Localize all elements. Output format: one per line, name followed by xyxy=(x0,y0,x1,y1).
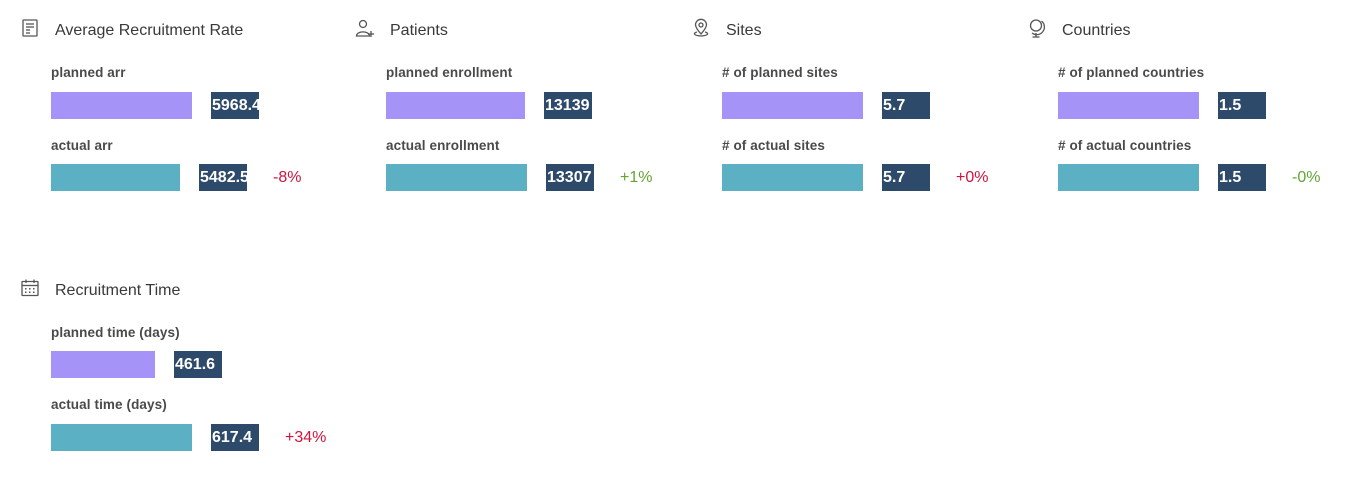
card-patients: Patients planned enrollment 13139 actual… xyxy=(355,15,685,225)
card-title: Patients xyxy=(390,22,448,39)
user-add-icon xyxy=(355,18,375,38)
card-title: Countries xyxy=(1062,22,1131,39)
actual-label: # of actual countries xyxy=(1058,138,1192,153)
planned-bar xyxy=(722,92,863,119)
actual-value: 5482.5 xyxy=(199,164,247,191)
planned-bar xyxy=(51,92,192,119)
location-pin-icon xyxy=(691,18,711,38)
planned-bar xyxy=(386,92,525,119)
card-title: Sites xyxy=(726,22,762,39)
globe-icon xyxy=(1027,18,1047,38)
actual-bar xyxy=(51,164,180,191)
card-sites: Sites # of planned sites 5.7 # of actual… xyxy=(691,15,1021,225)
planned-label: planned time (days) xyxy=(51,325,180,340)
actual-bar xyxy=(1058,164,1199,191)
actual-value: 617.4 xyxy=(211,424,259,451)
delta-percent: +1% xyxy=(620,169,653,186)
planned-label: # of planned countries xyxy=(1058,65,1205,80)
card-header: Countries xyxy=(1027,15,1357,49)
planned-bar xyxy=(51,351,155,378)
delta-percent: -0% xyxy=(1292,169,1321,186)
card-recruitment-time: Recruitment Time planned time (days) 461… xyxy=(20,275,350,485)
card-header: Patients xyxy=(355,15,685,49)
card-title: Average Recruitment Rate xyxy=(55,22,244,39)
card-average-recruitment-rate: Average Recruitment Rate planned arr 596… xyxy=(20,15,350,225)
actual-label: # of actual sites xyxy=(722,138,825,153)
card-header: Sites xyxy=(691,15,1021,49)
planned-label: planned enrollment xyxy=(386,65,513,80)
actual-bar xyxy=(386,164,527,191)
actual-value: 13307 xyxy=(546,164,594,191)
planned-label: planned arr xyxy=(51,65,126,80)
planned-value: 461.6 xyxy=(174,351,222,378)
card-title: Recruitment Time xyxy=(55,282,181,299)
planned-label: # of planned sites xyxy=(722,65,838,80)
planned-bar xyxy=(1058,92,1199,119)
delta-percent: -8% xyxy=(273,169,302,186)
delta-percent: +34% xyxy=(285,429,327,446)
delta-percent: +0% xyxy=(956,169,989,186)
card-countries: Countries # of planned countries 1.5 # o… xyxy=(1027,15,1357,225)
actual-label: actual time (days) xyxy=(51,397,167,412)
actual-label: actual arr xyxy=(51,138,113,153)
report-icon xyxy=(20,18,40,38)
actual-value: 5.7 xyxy=(882,164,930,191)
planned-value: 1.5 xyxy=(1218,92,1266,119)
actual-bar xyxy=(722,164,863,191)
actual-label: actual enrollment xyxy=(386,138,500,153)
actual-bar xyxy=(51,424,192,451)
actual-value: 1.5 xyxy=(1218,164,1266,191)
planned-value: 5.7 xyxy=(882,92,930,119)
planned-value: 5968.4 xyxy=(211,92,259,119)
calendar-icon xyxy=(20,278,40,298)
card-header: Average Recruitment Rate xyxy=(20,15,350,49)
planned-value: 13139 xyxy=(544,92,592,119)
card-header: Recruitment Time xyxy=(20,275,350,309)
